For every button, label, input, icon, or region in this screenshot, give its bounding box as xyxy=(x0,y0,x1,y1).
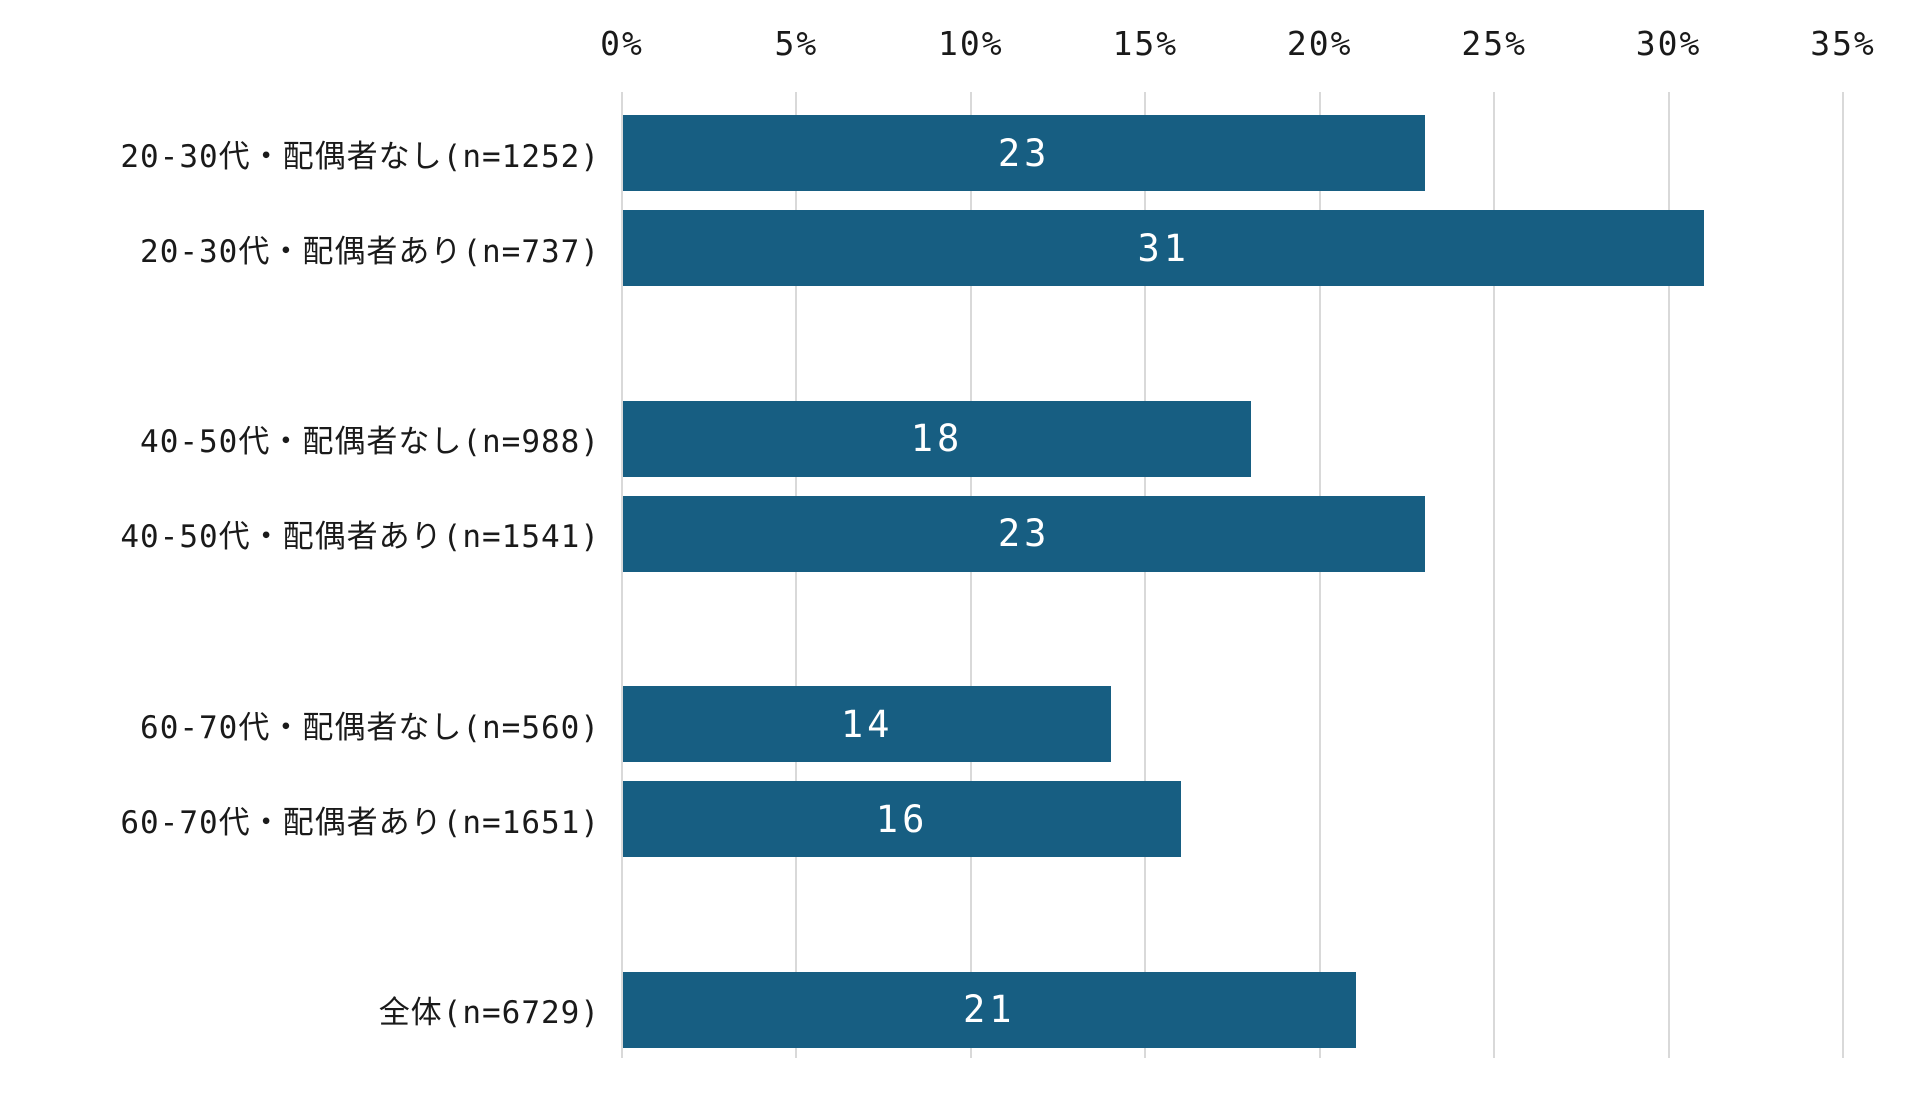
bar: 23 xyxy=(623,115,1426,191)
bar-value-label: 14 xyxy=(840,702,894,746)
x-axis-tick-label: 25% xyxy=(1461,24,1527,63)
x-axis-tick-label: 5% xyxy=(774,24,819,63)
x-axis-tick-label: 35% xyxy=(1810,24,1876,63)
x-axis-tick-label: 20% xyxy=(1286,24,1353,63)
x-axis-tick-label: 30% xyxy=(1635,24,1702,63)
category-label: 20-30代・配偶者なし(n=1252) xyxy=(120,138,600,175)
gridline xyxy=(795,92,798,1058)
bar: 31 xyxy=(623,210,1705,287)
bar-value-label: 23 xyxy=(997,131,1051,175)
bar-value-label: 21 xyxy=(963,988,1016,1032)
bar-value-label: 31 xyxy=(1137,226,1190,270)
bar: 14 xyxy=(623,686,1112,763)
category-label: 60-70代・配偶者あり(n=1651) xyxy=(120,804,600,841)
gridline xyxy=(969,92,972,1058)
category-label: 40-50代・配偶者あり(n=1541) xyxy=(120,519,600,556)
category-label: 40-50代・配偶者なし(n=988) xyxy=(140,424,600,461)
gridline xyxy=(1493,92,1496,1058)
x-axis-tick-label: 15% xyxy=(1112,24,1179,63)
x-axis-tick-label: 10% xyxy=(938,24,1004,63)
category-label: 60-70代・配偶者なし(n=560) xyxy=(140,709,600,746)
category-label: 全体(n=6729) xyxy=(378,995,600,1032)
gridline xyxy=(1318,92,1321,1058)
gridline xyxy=(1144,92,1147,1058)
x-axis-tick-label: 0% xyxy=(600,24,644,63)
bar: 21 xyxy=(623,971,1356,1048)
bar: 23 xyxy=(623,495,1426,572)
category-label: 20-30代・配偶者あり(n=737) xyxy=(140,233,600,270)
bar-value-label: 23 xyxy=(997,512,1051,556)
gridline xyxy=(1667,92,1670,1058)
bar-value-label: 18 xyxy=(910,417,964,461)
gridline xyxy=(1842,92,1844,1058)
bar: 18 xyxy=(623,400,1251,477)
bar-value-label: 16 xyxy=(875,797,929,841)
bar: 16 xyxy=(623,781,1182,858)
gridline xyxy=(621,92,623,1058)
